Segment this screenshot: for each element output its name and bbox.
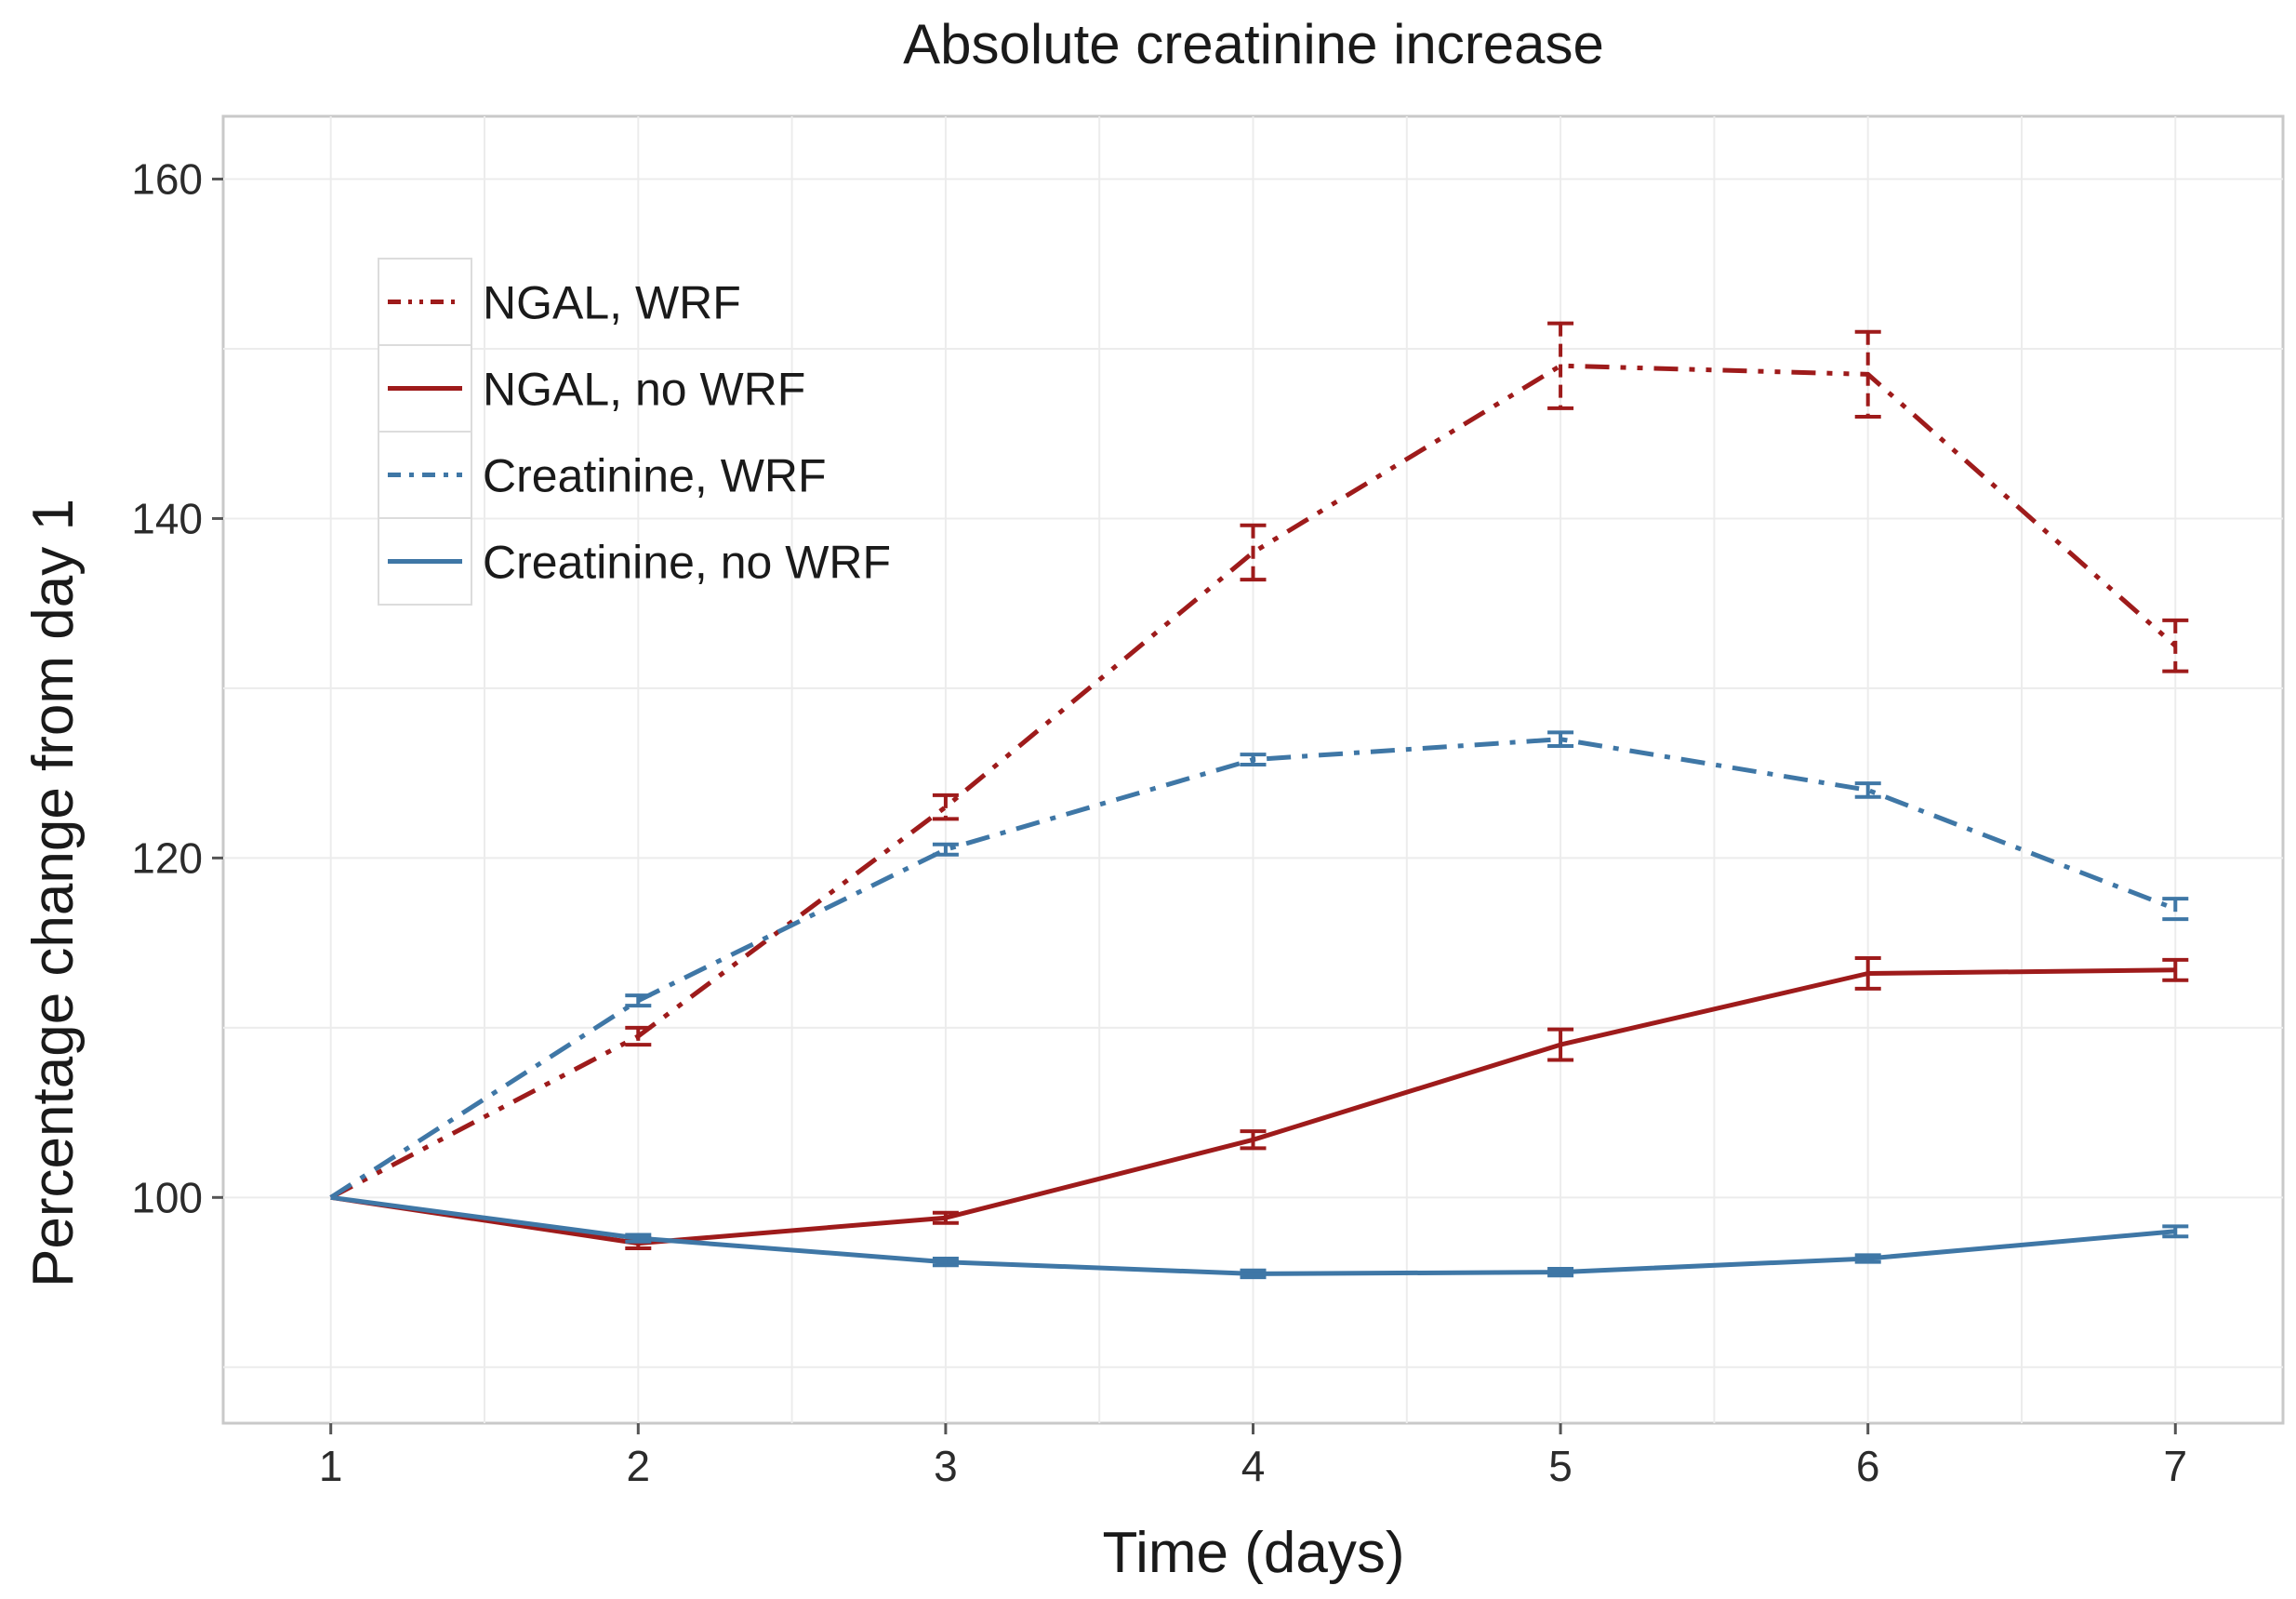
error-bar xyxy=(2162,1224,2189,1239)
chart-title: Absolute creatinine increase xyxy=(903,13,1604,75)
error-bar xyxy=(1547,1027,1574,1062)
x-axis-title: Time (days) xyxy=(1103,1521,1405,1585)
legend-item: NGAL, WRF xyxy=(378,258,741,346)
y-tick-label: 120 xyxy=(131,833,203,882)
legend-item: Creatinine, no WRF xyxy=(378,517,891,606)
error-bar xyxy=(1547,1266,1574,1278)
legend-item: NGAL, no WRF xyxy=(378,344,805,433)
x-tick-label: 3 xyxy=(934,1442,958,1490)
error-bar xyxy=(625,1025,652,1047)
series-ngal-wrf xyxy=(329,321,2189,1200)
y-tick-label: 100 xyxy=(131,1173,203,1221)
error-bar xyxy=(932,842,959,857)
error-bar xyxy=(1854,781,1881,799)
error-bar xyxy=(1240,1129,1267,1151)
error-bar xyxy=(1240,753,1267,767)
x-tick-label: 5 xyxy=(1548,1442,1573,1490)
x-tick-label: 6 xyxy=(1856,1442,1880,1490)
error-bar xyxy=(2162,618,2189,673)
x-tick-label: 7 xyxy=(2163,1442,2187,1490)
gridlines xyxy=(223,116,2283,1423)
x-tick-label: 2 xyxy=(627,1442,651,1490)
axis-ticks: 100 120 140 160 1 2 3 4 5 6 7 xyxy=(131,155,2187,1490)
legend-label: Creatinine, WRF xyxy=(483,450,827,502)
error-bar xyxy=(1547,321,1574,410)
error-bar xyxy=(2162,897,2189,922)
error-bar xyxy=(1240,1268,1267,1280)
legend-label: NGAL, no WRF xyxy=(483,364,805,416)
y-tick-label: 160 xyxy=(131,155,203,204)
y-tick-label: 140 xyxy=(131,494,203,542)
legend-item: Creatinine, WRF xyxy=(378,431,827,519)
series-group xyxy=(329,321,2189,1280)
error-bar xyxy=(2162,957,2189,982)
error-bar xyxy=(932,793,959,821)
error-bar xyxy=(932,1257,959,1268)
error-bar xyxy=(1854,1253,1881,1264)
error-bar xyxy=(1854,956,1881,991)
legend-label: Creatinine, no WRF xyxy=(483,537,891,589)
legend-label: NGAL, WRF xyxy=(483,277,741,329)
error-bar xyxy=(1547,730,1574,748)
error-bar xyxy=(1240,523,1267,582)
error-bar xyxy=(932,1210,959,1225)
error-bar xyxy=(625,993,652,1008)
series-creatinine-no-wrf xyxy=(330,1194,2189,1280)
legend: NGAL, WRF NGAL, no WRF Creatinine, WRF Crea… xyxy=(378,258,891,606)
series-creatinine-wrf xyxy=(329,730,2189,1200)
error-bar xyxy=(625,1233,652,1244)
x-tick-label: 4 xyxy=(1241,1442,1266,1490)
error-bar xyxy=(1854,329,1881,419)
x-tick-label: 1 xyxy=(319,1442,343,1490)
y-axis-title: Percentage change from day 1 xyxy=(21,499,86,1287)
